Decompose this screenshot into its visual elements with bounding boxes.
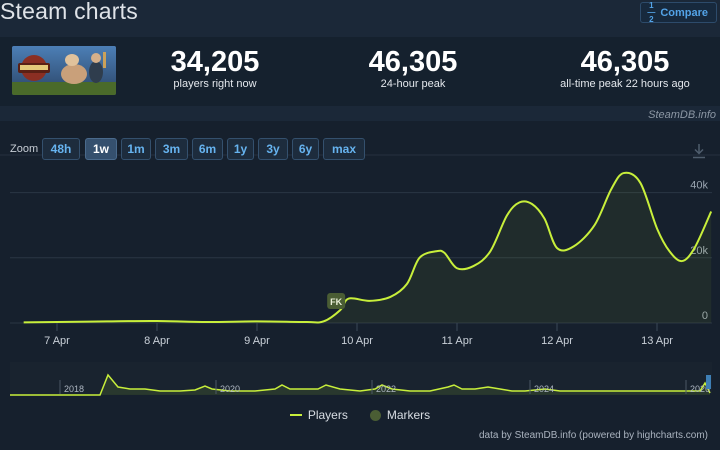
stat-label: all-time peak 22 hours ago — [560, 78, 690, 90]
navigator-year-label: 2020 — [220, 384, 240, 394]
y-tick-label: 20k — [690, 245, 708, 257]
navigator-line — [10, 373, 711, 396]
zoom-button-max[interactable]: max — [323, 138, 365, 160]
compare-button[interactable]: 1—2 Compare — [640, 1, 717, 24]
marker-flag — [327, 293, 346, 309]
stat-label: players right now — [173, 78, 257, 90]
navigator-year-label: 2022 — [376, 384, 396, 394]
players-line — [23, 171, 713, 324]
stat-value: 46,305 — [368, 46, 458, 78]
stats-panel: 34,205 players right now 46,305 24-hour … — [0, 37, 720, 106]
y-tick-label: 40k — [690, 180, 708, 192]
credit-highcharts: data by SteamDB.info (powered by highcha… — [479, 430, 708, 441]
legend-label: Players — [307, 408, 348, 422]
legend-item-markers[interactable]: Markers — [369, 408, 431, 422]
navigator-year-label: 2026 — [690, 384, 710, 394]
zoom-button-3y[interactable]: 3y — [258, 138, 288, 160]
zoom-button-1m[interactable]: 1m — [121, 138, 151, 160]
x-tick-label: 11 Apr — [442, 335, 473, 347]
marker-label: FK — [330, 297, 342, 307]
chart-legend: Players Markers — [0, 408, 720, 422]
x-tick-label: 13 Apr — [641, 335, 673, 347]
zoom-label: Zoom — [10, 143, 39, 155]
credit-steamdb[interactable]: SteamDB.info — [648, 109, 716, 121]
legend-label: Markers — [386, 408, 431, 422]
player-chart: 0 20k 40k FK 7 Apr 8 Apr 9 Apr 10 Apr 11 Apr 12 A… — [0, 154, 720, 396]
legend-dot-swatch — [369, 409, 381, 421]
zoom-button-6y[interactable]: 6y — [292, 138, 319, 160]
zoom-button-1y[interactable]: 1y — [227, 138, 254, 160]
navigator-handle — [706, 375, 711, 389]
compare-label: Compare — [660, 6, 708, 19]
stat-alltime-peak: 46,305 all-time peak 22 hours ago — [530, 47, 720, 90]
navigator-year-label: 2018 — [64, 384, 84, 394]
x-tick-label: 10 Apr — [341, 335, 373, 347]
stat-current-players: 34,205 players right now — [155, 47, 275, 90]
stat-label: 24-hour peak — [380, 78, 446, 90]
stat-24h-peak: 46,305 24-hour peak — [353, 47, 473, 90]
download-icon[interactable] — [692, 143, 706, 159]
players-area — [23, 172, 712, 323]
game-capsule-image[interactable] — [12, 46, 116, 95]
x-tick-label: 7 Apr — [44, 335, 70, 347]
y-tick-label: 0 — [702, 310, 708, 322]
legend-item-players[interactable]: Players — [289, 408, 348, 422]
page-title: Steam charts — [0, 0, 138, 24]
stat-value: 46,305 — [580, 46, 670, 78]
chart-panel: 0 20k 40k FK 7 Apr 8 Apr 9 Apr 10 Apr 11 Apr 12 A… — [0, 121, 720, 450]
x-tick-label: 8 Apr — [144, 335, 170, 347]
zoom-button-6m[interactable]: 6m — [192, 138, 223, 160]
zoom-button-48h[interactable]: 48h — [42, 138, 80, 160]
x-tick-label: 12 Apr — [541, 335, 573, 347]
zoom-button-1w[interactable]: 1w — [85, 138, 117, 160]
navigator-year-label: 2024 — [534, 384, 554, 394]
zoom-button-3m[interactable]: 3m — [155, 138, 188, 160]
legend-line-swatch — [289, 414, 302, 416]
x-tick-label: 9 Apr — [244, 335, 270, 347]
fraction-icon: 1—2 — [647, 1, 656, 24]
stat-value: 34,205 — [170, 46, 260, 78]
